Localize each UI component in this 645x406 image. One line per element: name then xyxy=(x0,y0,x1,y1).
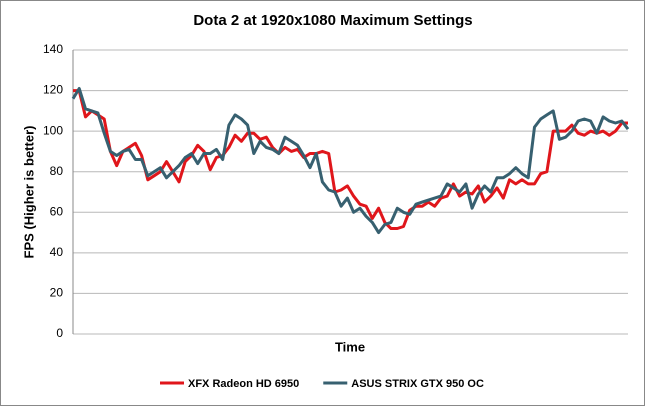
grid: 0 20 40 60 80 100 120 140 xyxy=(43,42,628,340)
series-line xyxy=(71,87,630,235)
legend-label: XFX Radeon HD 6950 xyxy=(188,378,299,390)
y-tick-label: 60 xyxy=(50,204,64,218)
y-tick-label: 80 xyxy=(50,164,64,178)
chart-title: Dota 2 at 1920x1080 Maximum Settings xyxy=(193,12,472,29)
y-tick-label: 120 xyxy=(43,83,63,97)
y-axis-title: FPS (Higher is better) xyxy=(21,126,36,259)
y-tick-label: 20 xyxy=(50,286,64,300)
series-line xyxy=(73,89,628,230)
y-tick-label: 100 xyxy=(43,123,63,137)
y-tick-label: 0 xyxy=(56,326,63,340)
legend: XFX Radeon HD 6950 ASUS STRIX GTX 950 OC xyxy=(160,378,484,390)
y-tick-label: 40 xyxy=(50,245,64,259)
legend-label: ASUS STRIX GTX 950 OC xyxy=(351,378,484,390)
x-axis-title: Time xyxy=(335,339,365,354)
plot xyxy=(71,87,630,235)
y-tick-label: 140 xyxy=(43,42,63,56)
